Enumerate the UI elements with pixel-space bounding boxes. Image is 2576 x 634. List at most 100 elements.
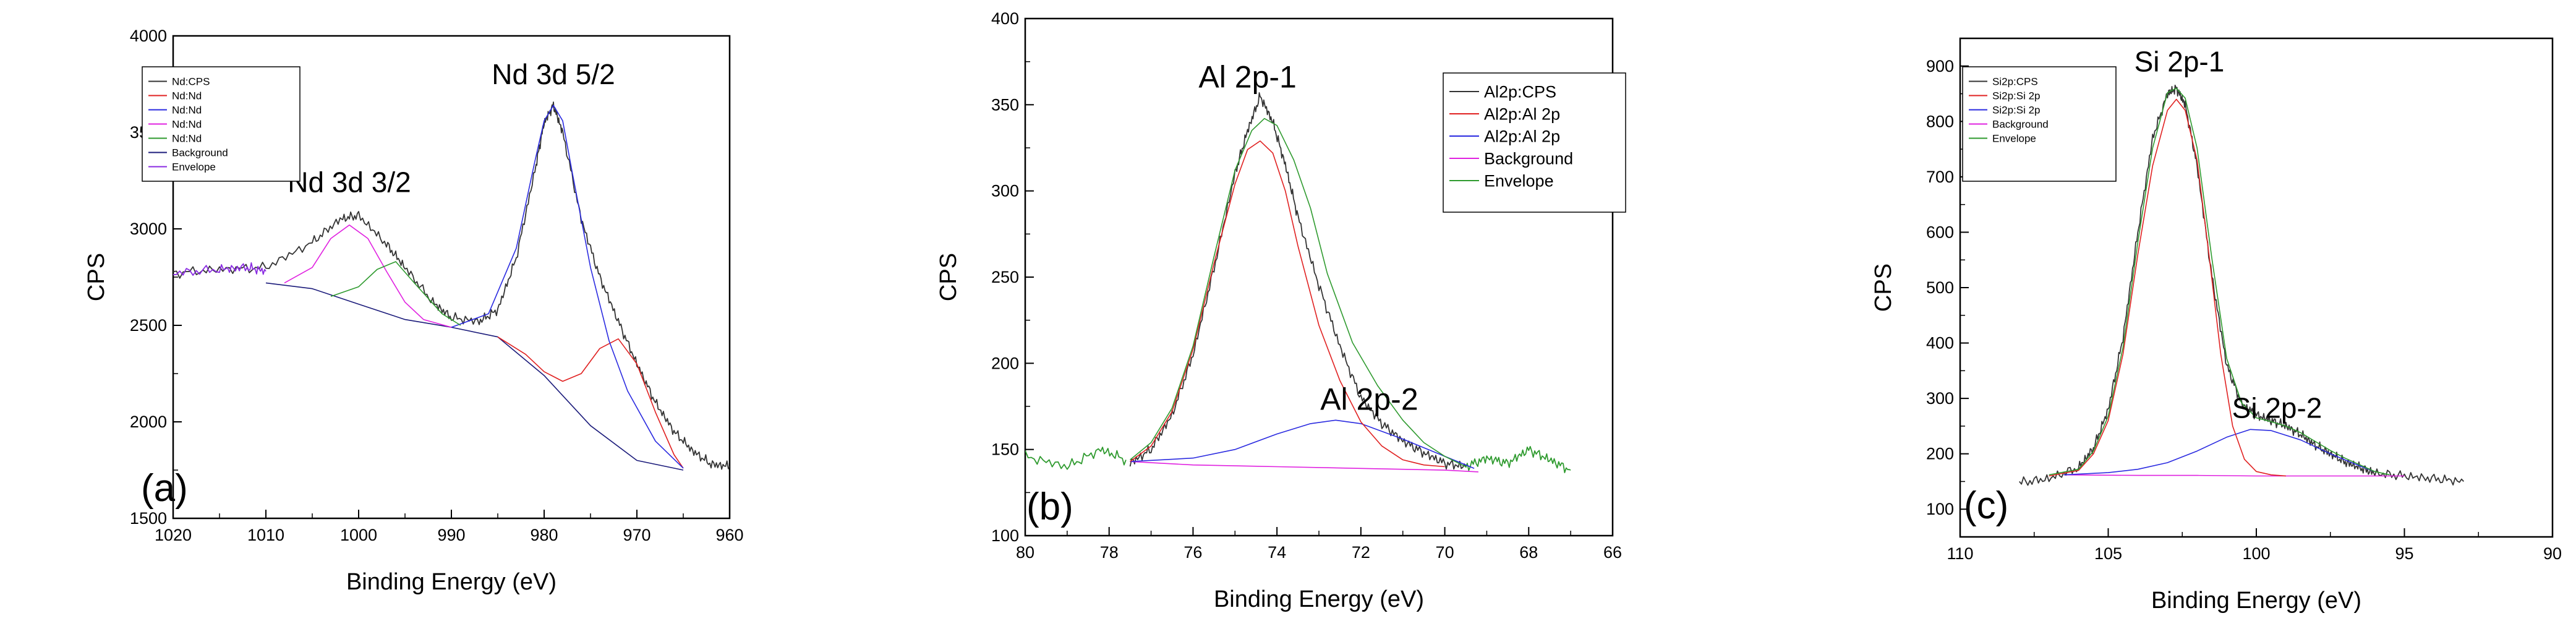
x-axis-label: Binding Energy (eV) bbox=[2151, 588, 2361, 614]
peak-annotation: Nd 3d 5/2 bbox=[492, 58, 615, 90]
x-tick-label: 1010 bbox=[247, 526, 284, 544]
legend-label: Al2p:CPS bbox=[1484, 82, 1556, 101]
y-tick-label: 250 bbox=[991, 268, 1019, 286]
panel-label: (b) bbox=[1026, 486, 1073, 528]
legend-label: Al2p:Al 2p bbox=[1484, 105, 1560, 123]
legend-label: Si2p:Si 2p bbox=[1992, 90, 2041, 101]
x-axis-label: Binding Energy (eV) bbox=[346, 569, 557, 595]
chart-panel-3: 110 105 100 95 90 100 200 300 400 500 600 700 800 900… bbox=[1870, 37, 2562, 614]
peak-annotation: Al 2p-1 bbox=[1198, 59, 1296, 94]
chart-panel-1: 1020 1010 1000 990 980 970 960 1500 2000 2500 3000… bbox=[83, 27, 744, 595]
y-tick-label: 400 bbox=[1926, 334, 1954, 353]
series-line bbox=[330, 261, 461, 326]
legend-box bbox=[1443, 72, 1626, 213]
x-tick-label: 68 bbox=[1519, 543, 1538, 562]
y-tick-label: 150 bbox=[991, 440, 1019, 459]
series-line bbox=[451, 105, 684, 469]
y-tick-label: 500 bbox=[1926, 278, 1954, 297]
y-tick-label: 400 bbox=[991, 9, 1019, 28]
legend-box bbox=[142, 66, 301, 182]
series-line bbox=[1130, 118, 1466, 468]
y-tick-label: 100 bbox=[991, 526, 1019, 545]
x-tick-label: 970 bbox=[623, 526, 650, 544]
series-line bbox=[1130, 140, 1445, 468]
x-tick-label: 100 bbox=[2242, 544, 2270, 563]
x-tick-label: 980 bbox=[530, 526, 558, 544]
series-line bbox=[1465, 446, 1571, 473]
x-tick-label: 90 bbox=[2543, 544, 2562, 563]
legend-label: Nd:Nd bbox=[172, 104, 202, 116]
y-tick-label: 600 bbox=[1926, 223, 1954, 241]
peak-annotation: Si 2p-2 bbox=[2232, 392, 2322, 424]
peak-annotation: Al 2p-2 bbox=[1320, 382, 1418, 417]
legend-label: Envelope bbox=[1484, 171, 1554, 190]
y-tick-label: 700 bbox=[1926, 168, 1954, 186]
peak-annotation: Nd 3d 3/2 bbox=[288, 166, 411, 199]
legend-box bbox=[1962, 66, 2117, 182]
series-line bbox=[284, 225, 452, 328]
y-tick-label: 200 bbox=[1926, 445, 1954, 463]
x-tick-label: 110 bbox=[1947, 544, 1973, 563]
y-axis-label: CPS bbox=[936, 253, 962, 301]
y-tick-label: 2000 bbox=[130, 413, 167, 431]
x-tick-label: 105 bbox=[2094, 544, 2122, 563]
series-line bbox=[2019, 84, 2464, 486]
legend-label: Nd:CPS bbox=[172, 75, 210, 87]
legend-label: Background bbox=[172, 147, 228, 158]
series-line bbox=[1129, 92, 1467, 470]
y-tick-label: 3000 bbox=[130, 220, 167, 238]
y-tick-label: 350 bbox=[991, 95, 1019, 114]
series-line bbox=[173, 101, 730, 470]
panel-label: (c) bbox=[1964, 484, 2008, 527]
y-tick-label: 300 bbox=[991, 182, 1019, 200]
legend-label: Al2p:Al 2p bbox=[1484, 127, 1560, 145]
x-axis-label: Binding Energy (eV) bbox=[1214, 586, 1424, 612]
legend-label: Nd:Nd bbox=[172, 118, 202, 130]
series-line bbox=[1025, 447, 1127, 470]
series-line bbox=[265, 282, 684, 471]
legend-label: Background bbox=[1992, 118, 2049, 130]
x-tick-label: 70 bbox=[1436, 543, 1454, 562]
legend-label: Background bbox=[1484, 149, 1573, 168]
y-tick-label: 2500 bbox=[130, 316, 167, 335]
legend: Nd:CPS Nd:Nd Nd:Nd Nd:Nd Nd:Nd Background Enve… bbox=[142, 66, 301, 182]
series-line bbox=[2063, 429, 2375, 476]
x-tick-label: 960 bbox=[715, 526, 743, 544]
series-line bbox=[497, 336, 684, 469]
y-tick-label: 100 bbox=[1926, 500, 1954, 518]
series-line bbox=[2063, 474, 2405, 477]
series-group bbox=[1025, 92, 1571, 473]
legend-label: Envelope bbox=[1992, 132, 2036, 144]
legend-label: Nd:Nd bbox=[172, 90, 202, 101]
series-line bbox=[173, 262, 267, 276]
y-tick-label: 300 bbox=[1926, 389, 1954, 408]
legend-label: Si2p:CPS bbox=[1992, 75, 2038, 87]
x-tick-label: 990 bbox=[437, 526, 465, 544]
series-line bbox=[2049, 87, 2390, 476]
x-tick-label: 66 bbox=[1603, 543, 1622, 562]
y-tick-label: 200 bbox=[991, 354, 1019, 372]
series-group bbox=[173, 101, 730, 471]
x-tick-label: 1000 bbox=[340, 526, 377, 544]
x-tick-label: 72 bbox=[1352, 543, 1370, 562]
y-axis-label: CPS bbox=[83, 253, 109, 301]
series-line bbox=[1130, 461, 1478, 473]
x-tick-label: 1020 bbox=[155, 526, 192, 544]
legend-label: Nd:Nd bbox=[172, 132, 202, 144]
x-tick-label: 80 bbox=[1016, 543, 1034, 562]
x-tick-label: 95 bbox=[2395, 544, 2413, 563]
series-line bbox=[2049, 98, 2286, 477]
x-tick-label: 74 bbox=[1268, 543, 1286, 562]
x-tick-label: 76 bbox=[1184, 543, 1202, 562]
peak-annotation: Si 2p-1 bbox=[2135, 46, 2225, 78]
y-axis-label: CPS bbox=[1870, 263, 1896, 312]
legend-label: Si2p:Si 2p bbox=[1992, 104, 2041, 116]
y-tick-label: 800 bbox=[1926, 112, 1954, 131]
series-line bbox=[1130, 419, 1475, 469]
x-tick-label: 78 bbox=[1100, 543, 1119, 562]
y-tick-label: 4000 bbox=[130, 27, 167, 45]
y-tick-label: 900 bbox=[1926, 57, 1954, 75]
panel-label: (a) bbox=[141, 467, 188, 510]
y-tick-label: 1500 bbox=[130, 509, 167, 528]
